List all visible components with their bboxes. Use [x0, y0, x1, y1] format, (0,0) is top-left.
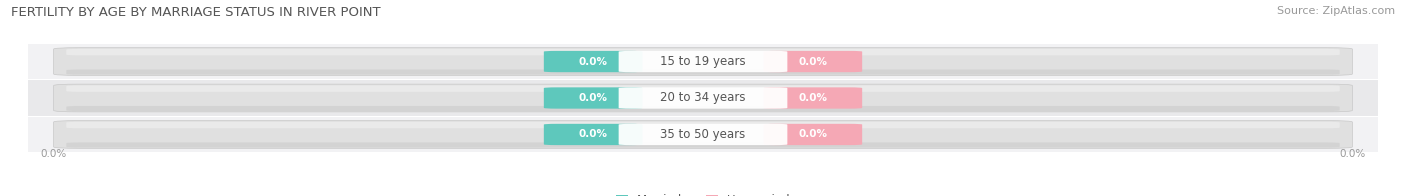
- Bar: [28, 117, 1378, 152]
- FancyBboxPatch shape: [763, 51, 862, 72]
- FancyBboxPatch shape: [763, 87, 862, 109]
- FancyBboxPatch shape: [66, 85, 1340, 92]
- FancyBboxPatch shape: [66, 142, 1340, 148]
- FancyBboxPatch shape: [544, 51, 643, 72]
- Text: Source: ZipAtlas.com: Source: ZipAtlas.com: [1277, 6, 1395, 16]
- FancyBboxPatch shape: [66, 70, 1340, 75]
- FancyBboxPatch shape: [53, 48, 1353, 75]
- Text: 0.0%: 0.0%: [799, 130, 827, 140]
- Text: 0.0%: 0.0%: [41, 149, 67, 159]
- FancyBboxPatch shape: [544, 87, 643, 109]
- FancyBboxPatch shape: [66, 49, 1340, 55]
- Legend: Married, Unmarried: Married, Unmarried: [612, 189, 794, 196]
- FancyBboxPatch shape: [619, 87, 787, 109]
- Text: 0.0%: 0.0%: [579, 130, 607, 140]
- FancyBboxPatch shape: [763, 124, 862, 145]
- Text: 15 to 19 years: 15 to 19 years: [661, 55, 745, 68]
- Text: 0.0%: 0.0%: [1339, 149, 1365, 159]
- Text: 0.0%: 0.0%: [799, 56, 827, 66]
- FancyBboxPatch shape: [619, 124, 787, 145]
- FancyBboxPatch shape: [66, 106, 1340, 111]
- Text: 0.0%: 0.0%: [579, 56, 607, 66]
- Bar: [28, 44, 1378, 79]
- Text: 0.0%: 0.0%: [799, 93, 827, 103]
- Bar: [28, 80, 1378, 116]
- FancyBboxPatch shape: [544, 124, 643, 145]
- Text: 0.0%: 0.0%: [579, 93, 607, 103]
- FancyBboxPatch shape: [53, 84, 1353, 112]
- Text: 20 to 34 years: 20 to 34 years: [661, 92, 745, 104]
- FancyBboxPatch shape: [619, 51, 787, 72]
- Text: FERTILITY BY AGE BY MARRIAGE STATUS IN RIVER POINT: FERTILITY BY AGE BY MARRIAGE STATUS IN R…: [11, 6, 381, 19]
- FancyBboxPatch shape: [53, 121, 1353, 148]
- Text: 35 to 50 years: 35 to 50 years: [661, 128, 745, 141]
- FancyBboxPatch shape: [66, 122, 1340, 128]
